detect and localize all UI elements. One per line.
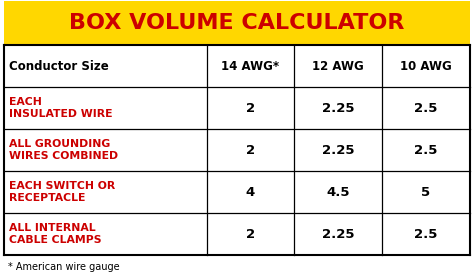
Text: Conductor Size: Conductor Size [9, 60, 109, 73]
Text: 2.5: 2.5 [414, 228, 438, 241]
Bar [4, 45, 470, 255]
Text: 2: 2 [246, 144, 255, 157]
Text: 2.25: 2.25 [322, 228, 355, 241]
Text: * American wire gauge: * American wire gauge [8, 262, 119, 272]
Text: 5: 5 [421, 186, 430, 199]
Text: EACH
INSULATED WIRE: EACH INSULATED WIRE [9, 97, 113, 119]
Text: 2.5: 2.5 [414, 144, 438, 157]
Text: 2: 2 [246, 228, 255, 241]
Text: EACH SWITCH OR
RECEPTACLE: EACH SWITCH OR RECEPTACLE [9, 181, 116, 203]
Bar [4, 1, 470, 45]
Text: 2: 2 [246, 102, 255, 115]
Text: 2.25: 2.25 [322, 144, 355, 157]
Text: 14 AWG*: 14 AWG* [221, 60, 280, 73]
Text: 2.25: 2.25 [322, 102, 355, 115]
Text: 4.5: 4.5 [327, 186, 350, 199]
Text: 2.5: 2.5 [414, 102, 438, 115]
Text: 10 AWG: 10 AWG [400, 60, 452, 73]
Text: ALL INTERNAL
CABLE CLAMPS: ALL INTERNAL CABLE CLAMPS [9, 223, 102, 245]
Text: 4: 4 [246, 186, 255, 199]
Text: BOX VOLUME CALCULATOR: BOX VOLUME CALCULATOR [69, 13, 405, 33]
Text: ALL GROUNDING
WIRES COMBINED: ALL GROUNDING WIRES COMBINED [9, 139, 119, 161]
Text: 12 AWG: 12 AWG [312, 60, 364, 73]
